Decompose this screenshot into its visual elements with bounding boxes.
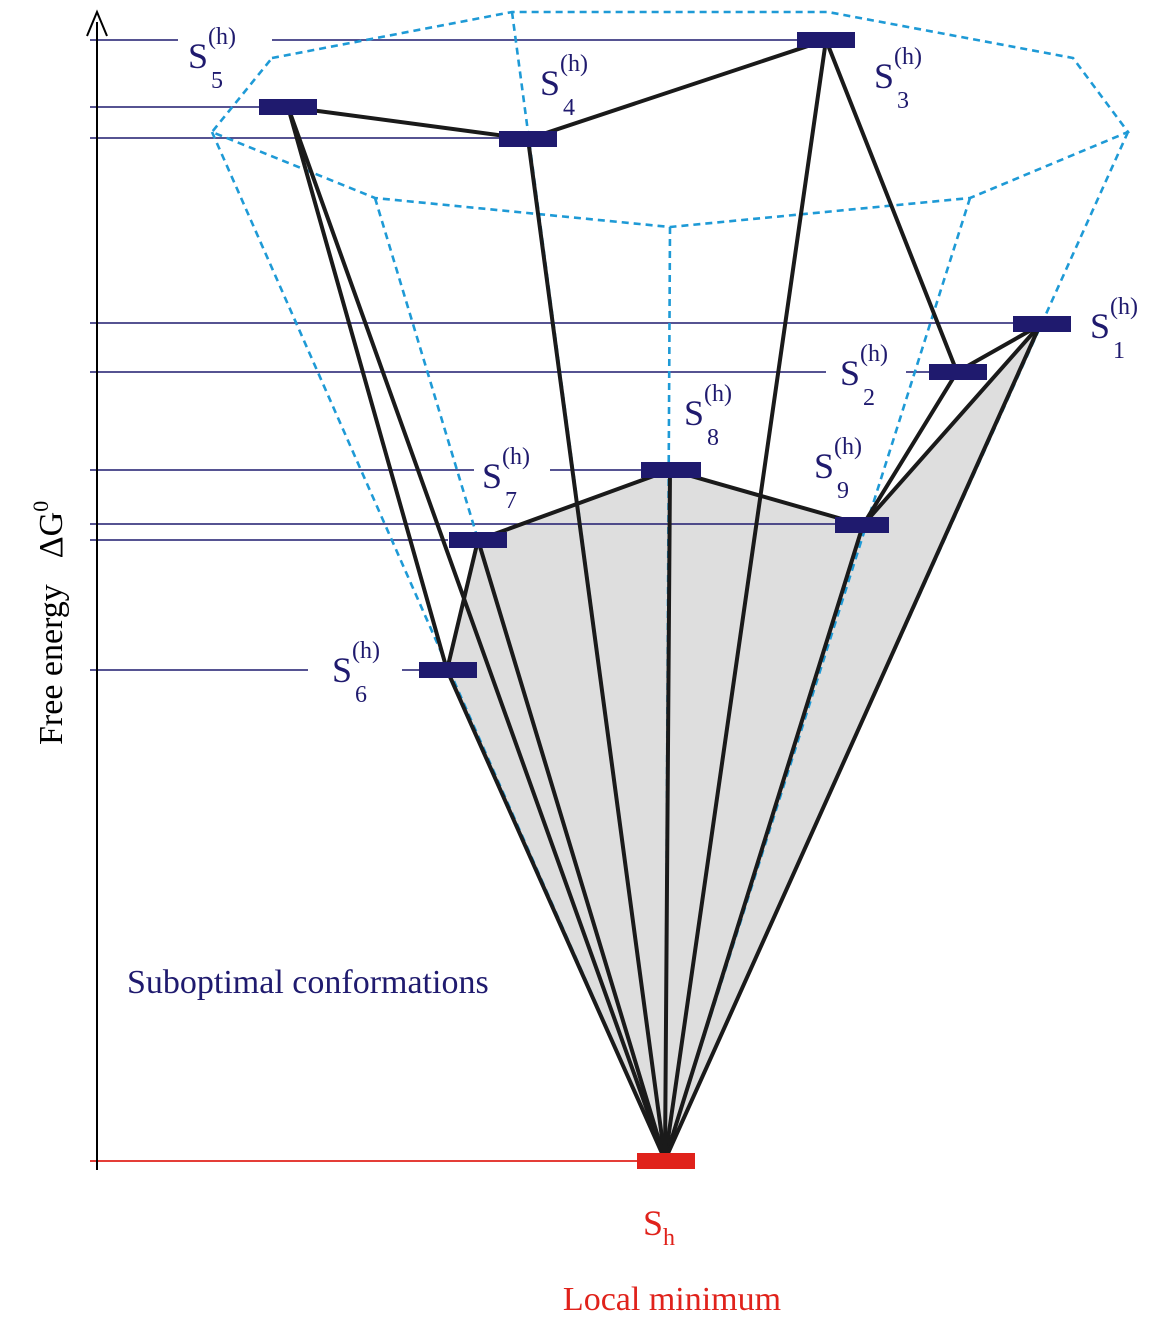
state-label-s8: S(h) 8 [684, 381, 732, 451]
state-label-s1: S(h) 1 [1090, 294, 1138, 364]
cone-rim-top [209, 10, 1131, 229]
state-label-s7: S(h) 7 [482, 444, 530, 514]
state-label-s3: S(h) 3 [874, 44, 922, 114]
axis-title: Free energyΔG0 [28, 501, 70, 745]
state-label-s9: S(h) 9 [814, 434, 862, 504]
edge-s5-min [286, 105, 667, 1162]
minimum-label: Sh [643, 1203, 675, 1251]
axis-arrow-head [86, 9, 108, 37]
edge-s7-min [476, 538, 667, 1162]
state-marker-s2 [929, 364, 987, 380]
state-marker-s8 [641, 462, 701, 478]
connection-edges [286, 38, 1042, 1162]
edge-s4-min [526, 137, 667, 1162]
state-marker-s1 [1013, 316, 1071, 332]
state-label-s4: S(h) 4 [540, 51, 588, 121]
edge-s9-min [663, 523, 865, 1162]
state-marker-s9 [835, 517, 889, 533]
state-label-s5: S(h) 5 [188, 24, 236, 94]
edge-s6-min [445, 668, 667, 1162]
edge-s3-s2 [824, 38, 959, 374]
state-marker-s4 [499, 131, 557, 147]
edge-s5-s6 [286, 105, 449, 672]
state-labels: S(h) 1 S(h) 2 S(h) 3 S(h) 4 S(h) 5 S(h) 6 S(h)… [188, 24, 1138, 708]
shaded-funnel-region [447, 325, 1040, 1160]
state-label-s2: S(h) 2 [840, 341, 888, 411]
state-marker-s5 [259, 99, 317, 115]
minimum-marker [637, 1153, 695, 1169]
state-label-s6: S(h) 6 [332, 638, 380, 708]
state-marker-s3 [797, 32, 855, 48]
state-markers [259, 32, 1071, 678]
edge-s8-min [663, 468, 672, 1162]
edge-s1-s9 [861, 323, 1042, 527]
minimum-caption: Local minimum [563, 1281, 781, 1318]
state-marker-s7 [449, 532, 507, 548]
energy-axis [86, 9, 108, 1170]
edge-s1-min [663, 323, 1042, 1162]
suboptimal-caption: Suboptimal conformations [127, 964, 489, 1001]
edge-path-s6-s7-s8-s9 [445, 467, 865, 672]
edge-s3-min [663, 38, 828, 1162]
state-marker-s6 [419, 662, 477, 678]
edge-s2-s9 [861, 370, 959, 527]
